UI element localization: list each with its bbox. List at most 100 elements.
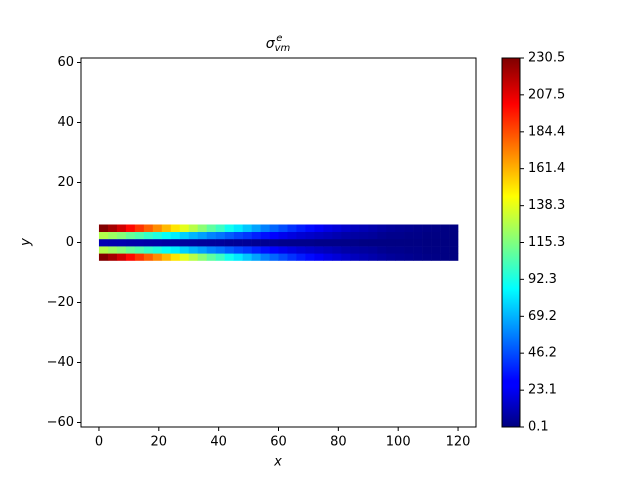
colorbar-tick-label: 161.4 — [528, 161, 565, 176]
heatmap-cell — [449, 238, 459, 247]
heatmap-cell — [314, 231, 324, 240]
heatmap-cell — [359, 246, 369, 254]
heatmap-cell — [107, 224, 118, 232]
heatmap-cell — [98, 224, 109, 232]
heatmap-cell — [206, 238, 216, 247]
heatmap-cell — [350, 224, 360, 232]
heatmap-cell — [170, 253, 181, 261]
heatmap-cell — [116, 231, 127, 240]
colorbar-tick-label: 184.4 — [528, 124, 565, 139]
heatmap-cell — [170, 238, 181, 247]
heatmap-cells — [98, 224, 459, 261]
heatmap-cell — [314, 246, 324, 254]
heatmap-cell — [287, 238, 297, 247]
heatmap-cell — [188, 253, 199, 261]
heatmap-cell — [422, 246, 432, 254]
heatmap-cell — [98, 238, 109, 247]
heatmap-cell — [116, 246, 127, 254]
heatmap-cell — [404, 231, 414, 240]
heatmap-cell — [188, 231, 199, 240]
heatmap-cell — [422, 231, 432, 240]
heatmap-cell — [377, 238, 387, 247]
heatmap-cell — [197, 224, 207, 232]
heatmap-cell — [143, 224, 154, 232]
heatmap-cell — [404, 253, 414, 261]
heatmap-cell — [332, 224, 342, 232]
heatmap-cell — [440, 238, 450, 247]
heatmap-cell — [242, 224, 252, 232]
heatmap-cell — [242, 238, 252, 247]
heatmap-cell — [116, 253, 127, 261]
heatmap-cell — [395, 246, 405, 254]
heatmap-cell — [161, 224, 172, 232]
heatmap-cell — [134, 246, 145, 254]
heatmap-cell — [332, 238, 342, 247]
heatmap-cell — [278, 238, 288, 247]
heatmap-cell — [179, 253, 190, 261]
heatmap-cell — [215, 231, 225, 240]
heatmap-cell — [287, 231, 297, 240]
heatmap-cell — [98, 253, 109, 261]
x-tick-label: 20 — [151, 435, 168, 450]
heatmap-cell — [152, 246, 163, 254]
heatmap-cell — [269, 238, 279, 247]
heatmap-cell — [224, 246, 234, 254]
colorbar — [501, 57, 521, 428]
heatmap-cell — [107, 231, 118, 240]
heatmap-cell — [152, 231, 163, 240]
heatmap-cell — [305, 238, 315, 247]
heatmap-cell — [386, 231, 396, 240]
heatmap-cell — [422, 238, 432, 247]
heatmap-cell — [395, 224, 405, 232]
heatmap-cell — [278, 253, 288, 261]
heatmap-cell — [188, 238, 199, 247]
heatmap-cell — [323, 231, 333, 240]
y-axis-label: y — [19, 238, 34, 247]
colorbar-tick-label: 69.2 — [528, 309, 557, 324]
heatmap-cell — [359, 231, 369, 240]
heatmap-cell — [350, 253, 360, 261]
heatmap-cell — [215, 238, 225, 247]
heatmap-cell — [431, 231, 441, 240]
heatmap-cell — [278, 246, 288, 254]
heatmap-cell — [260, 253, 270, 261]
heatmap-cell — [278, 224, 288, 232]
heatmap-cell — [341, 238, 351, 247]
heatmap-cell — [368, 246, 378, 254]
heatmap-cell — [152, 224, 163, 232]
heatmap-cell — [215, 224, 225, 232]
heatmap-cell — [422, 224, 432, 232]
heatmap-cell — [242, 246, 252, 254]
heatmap-cell — [395, 253, 405, 261]
heatmap-cell — [143, 246, 154, 254]
heatmap-cell — [107, 246, 118, 254]
heatmap-cell — [440, 231, 450, 240]
heatmap-cell — [296, 224, 306, 232]
title-sub: vm — [275, 43, 291, 54]
heatmap-cell — [449, 224, 459, 232]
heatmap-cell — [341, 231, 351, 240]
y-tick-label: −40 — [47, 355, 74, 370]
x-tick-label: 100 — [386, 435, 411, 450]
chart-title: σvme — [266, 33, 291, 54]
heatmap-cell — [350, 238, 360, 247]
heatmap-cell — [197, 253, 207, 261]
heatmap-cell — [170, 224, 181, 232]
heatmap-cell — [260, 231, 270, 240]
heatmap-cell — [143, 253, 154, 261]
y-tick-label: −20 — [47, 295, 74, 310]
heatmap-cell — [287, 253, 297, 261]
x-tick-label: 60 — [270, 435, 287, 450]
heatmap-cell — [305, 253, 315, 261]
heatmap-cell — [224, 231, 234, 240]
heatmap-cell — [278, 231, 288, 240]
heatmap-cell — [422, 253, 432, 261]
heatmap-cell — [125, 231, 136, 240]
heatmap-cell — [449, 231, 459, 240]
heatmap-cell — [368, 253, 378, 261]
heatmap-cell — [377, 246, 387, 254]
y-tick-label: 0 — [66, 235, 74, 250]
heatmap-cell — [206, 246, 216, 254]
heatmap-cell — [134, 224, 145, 232]
heatmap-cell — [125, 246, 136, 254]
